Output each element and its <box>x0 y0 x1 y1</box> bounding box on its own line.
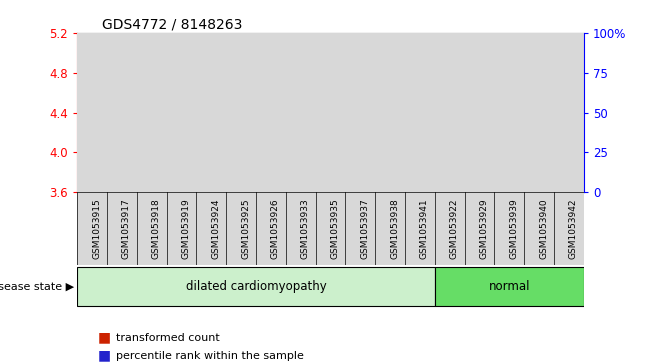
Bar <box>147 113 156 116</box>
Bar <box>177 115 186 118</box>
Text: GSM1053935: GSM1053935 <box>330 198 340 259</box>
Bar <box>117 113 126 115</box>
Text: GSM1053926: GSM1053926 <box>271 198 280 259</box>
Text: GSM1053917: GSM1053917 <box>122 198 131 259</box>
Bar <box>564 110 573 113</box>
Bar <box>293 107 309 192</box>
Bar <box>346 33 375 265</box>
Bar <box>495 192 524 265</box>
Bar <box>77 192 107 265</box>
Bar <box>412 74 428 192</box>
Bar <box>405 33 435 265</box>
Bar <box>475 115 484 118</box>
Bar <box>226 192 256 265</box>
Text: normal: normal <box>488 280 530 293</box>
Bar <box>77 33 107 265</box>
Bar <box>226 33 256 265</box>
Text: GSM1053919: GSM1053919 <box>181 198 191 259</box>
Bar <box>166 33 197 265</box>
Bar <box>554 33 584 265</box>
Text: GSM1053915: GSM1053915 <box>92 198 101 259</box>
Bar <box>464 33 495 265</box>
Bar <box>256 33 286 265</box>
Text: GSM1053940: GSM1053940 <box>539 198 548 259</box>
Bar <box>197 33 226 265</box>
Text: GSM1053929: GSM1053929 <box>480 198 488 259</box>
Text: ■: ■ <box>97 331 111 344</box>
Bar <box>262 113 279 192</box>
Text: GDS4772 / 8148263: GDS4772 / 8148263 <box>103 17 243 32</box>
Bar <box>107 192 137 265</box>
Text: GSM1053937: GSM1053937 <box>360 198 369 259</box>
Text: GSM1053933: GSM1053933 <box>301 198 310 259</box>
Bar <box>286 33 315 265</box>
Bar <box>346 192 375 265</box>
Bar <box>197 192 226 265</box>
Text: ■: ■ <box>97 349 111 363</box>
Bar <box>464 192 495 265</box>
FancyBboxPatch shape <box>77 267 435 306</box>
Bar <box>415 113 424 115</box>
Bar <box>296 115 305 118</box>
Bar <box>535 110 544 113</box>
Bar <box>315 192 346 265</box>
Bar <box>524 192 554 265</box>
Bar <box>137 192 166 265</box>
Bar <box>315 33 346 265</box>
Bar <box>322 70 339 192</box>
Bar <box>256 192 286 265</box>
Bar <box>107 33 137 265</box>
Text: disease state ▶: disease state ▶ <box>0 282 74 292</box>
Bar <box>137 33 166 265</box>
Bar <box>382 118 399 192</box>
Bar <box>375 33 405 265</box>
Bar <box>326 111 335 114</box>
Text: GSM1053942: GSM1053942 <box>569 198 578 259</box>
Bar <box>501 113 517 192</box>
Bar <box>113 74 130 192</box>
Text: GSM1053939: GSM1053939 <box>509 198 518 259</box>
Bar <box>207 121 216 124</box>
Text: dilated cardiomyopathy: dilated cardiomyopathy <box>186 280 326 293</box>
Bar <box>144 79 160 192</box>
FancyBboxPatch shape <box>435 267 584 306</box>
Text: GSM1053918: GSM1053918 <box>152 198 160 259</box>
Text: percentile rank within the sample: percentile rank within the sample <box>116 351 304 361</box>
Bar <box>495 33 524 265</box>
Bar <box>203 127 219 192</box>
Text: GSM1053924: GSM1053924 <box>211 198 220 259</box>
Text: GSM1053925: GSM1053925 <box>241 198 250 259</box>
Text: GSM1053938: GSM1053938 <box>390 198 399 259</box>
Bar <box>505 111 514 114</box>
Text: GSM1053922: GSM1053922 <box>450 198 459 259</box>
Bar <box>531 41 548 192</box>
Bar <box>88 139 97 142</box>
Bar <box>356 118 365 121</box>
Bar <box>554 192 584 265</box>
Bar <box>266 119 275 122</box>
Bar <box>173 110 190 192</box>
Bar <box>352 115 368 192</box>
Bar <box>442 79 458 192</box>
Bar <box>561 53 577 192</box>
Bar <box>233 111 249 192</box>
Bar <box>286 192 315 265</box>
Bar <box>386 118 395 121</box>
Bar <box>435 33 464 265</box>
Bar <box>524 33 554 265</box>
Bar <box>375 192 405 265</box>
Text: transformed count: transformed count <box>116 333 220 343</box>
Bar <box>405 192 435 265</box>
Bar <box>237 117 246 120</box>
Bar <box>84 182 100 192</box>
Bar <box>435 192 464 265</box>
Text: GSM1053941: GSM1053941 <box>420 198 429 259</box>
Bar <box>445 114 454 117</box>
Bar <box>471 110 488 192</box>
Bar <box>166 192 197 265</box>
